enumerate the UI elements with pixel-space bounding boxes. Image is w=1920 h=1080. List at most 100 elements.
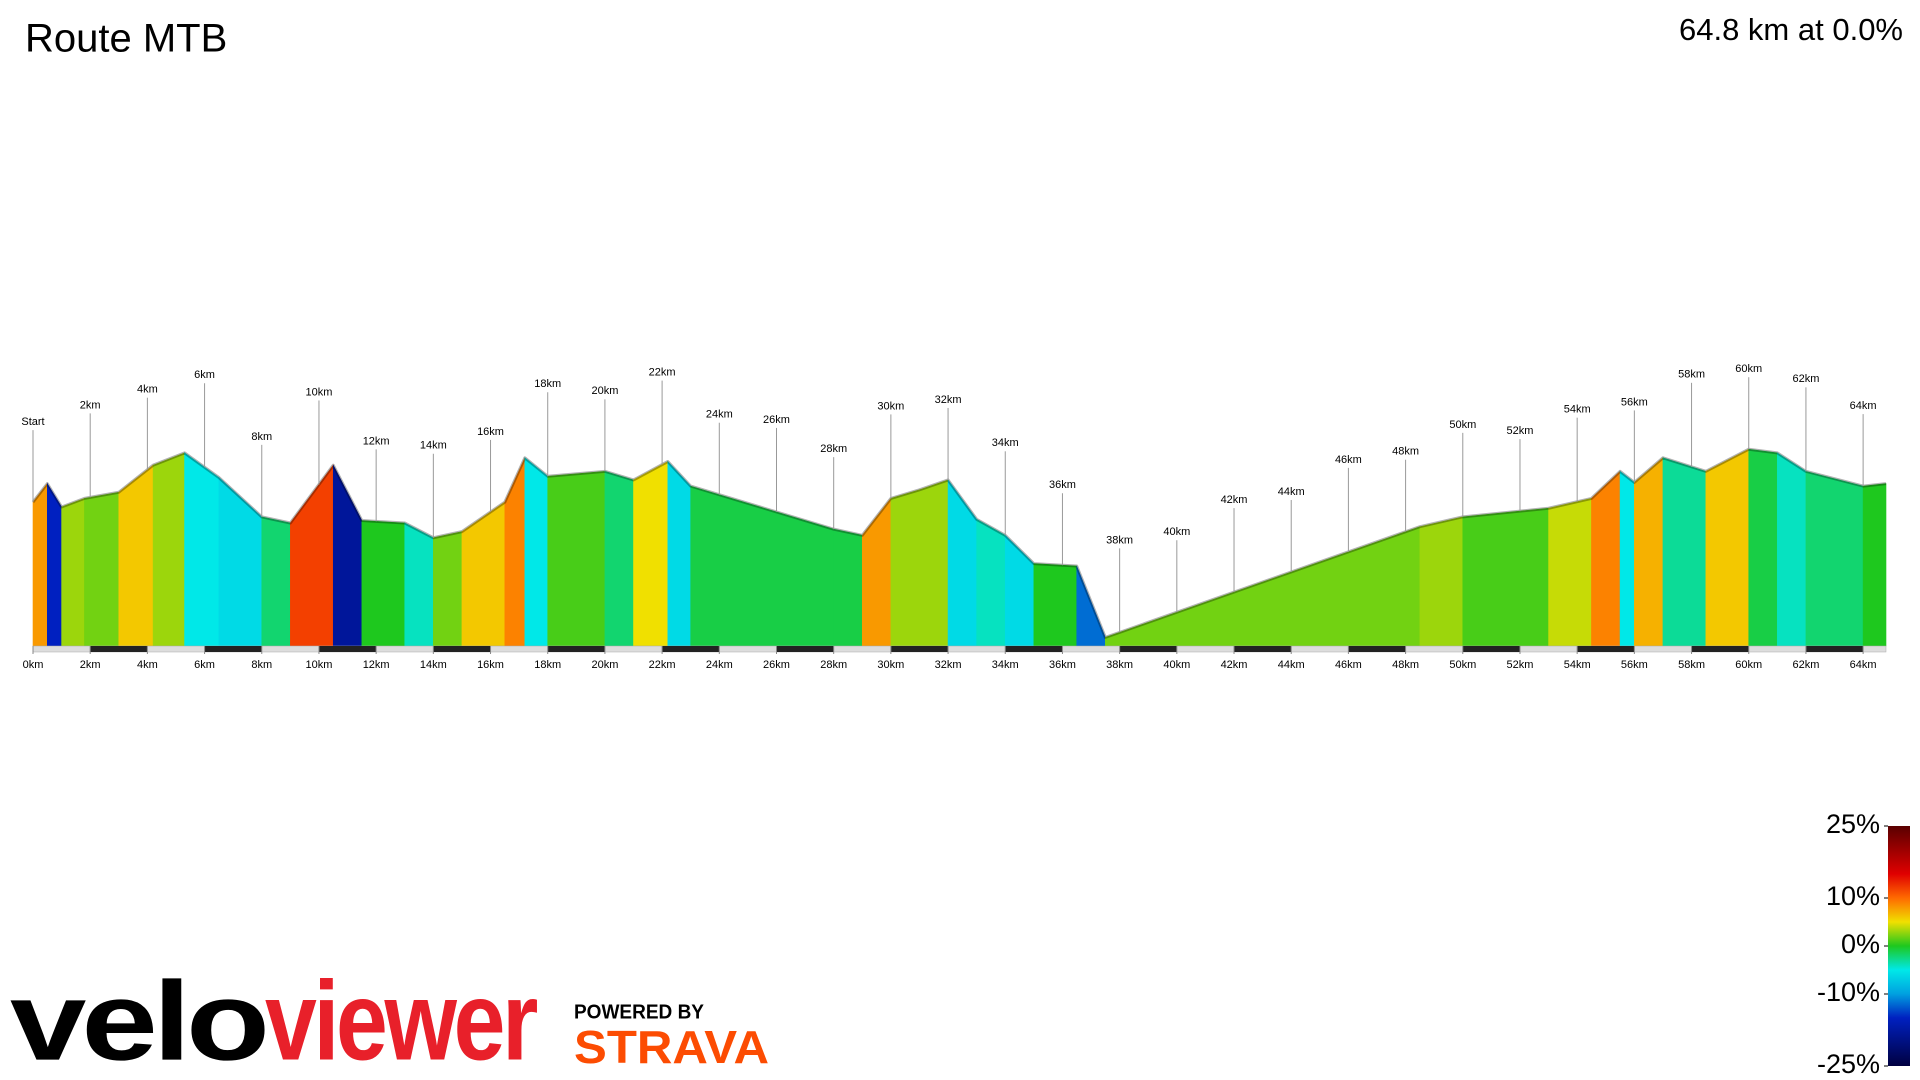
colorbar-tick-label: 10% (1826, 881, 1880, 911)
x-tick-label: 12km (363, 659, 390, 671)
x-tick-label: 20km (591, 659, 618, 671)
marker-label: 60km (1735, 363, 1762, 375)
colorbar-tick-label: -10% (1817, 977, 1880, 1007)
marker-label: 26km (763, 414, 790, 426)
marker-label: 62km (1792, 373, 1819, 385)
distance-band-dark (90, 646, 148, 652)
grade-segment (1862, 483, 1887, 647)
x-tick-label: 62km (1792, 659, 1819, 671)
marker-label: 4km (137, 384, 158, 396)
marker-label: 36km (1049, 479, 1076, 491)
x-tick-label: 50km (1449, 659, 1476, 671)
powered-by: POWERED BY (574, 1001, 705, 1023)
logo-viewer: viewer (265, 959, 537, 1080)
grade-segment (547, 471, 606, 647)
marker-label: 22km (649, 366, 676, 378)
x-tick-label: 52km (1507, 659, 1534, 671)
marker-label: 64km (1850, 400, 1877, 412)
distance-band-dark (1005, 646, 1063, 652)
x-tick-label: 16km (477, 659, 504, 671)
marker-label: 38km (1106, 534, 1133, 546)
chart-subtitle: 64.8 km at 0.0% (1679, 12, 1903, 47)
x-tick-label: 58km (1678, 659, 1705, 671)
marker-label: 6km (194, 369, 215, 381)
grade-segment (361, 520, 406, 647)
marker-label: 24km (706, 409, 733, 421)
x-tick-label: 28km (820, 659, 847, 671)
x-tick-label: 0km (23, 659, 44, 671)
x-tick-label: 26km (763, 659, 790, 671)
distance-band-dark (318, 646, 377, 652)
x-tick-label: 30km (877, 659, 904, 671)
marker-label: Start (21, 416, 44, 428)
grade-segment (1634, 457, 1664, 647)
grade-segment (524, 457, 549, 647)
grade-segment (976, 518, 1006, 647)
marker-label: 10km (306, 386, 333, 398)
grade-segment (1619, 470, 1635, 647)
marker-label: 18km (534, 378, 561, 390)
x-tick-label: 14km (420, 659, 447, 671)
marker-label: 8km (251, 431, 272, 443)
grade-segment (1033, 563, 1078, 647)
grade-segment (919, 479, 949, 647)
grade-segment (1548, 498, 1592, 647)
marker-label: 14km (420, 440, 447, 452)
marker-label: 20km (591, 385, 618, 397)
grade-segment (1748, 448, 1778, 647)
colorbar-tick-label: 25% (1826, 809, 1880, 839)
colorbar-tick-label: 0% (1841, 929, 1880, 959)
marker-label: 54km (1564, 404, 1591, 416)
grade-segment (84, 491, 120, 647)
grade-segment (1462, 507, 1549, 647)
grade-segment (604, 470, 634, 647)
x-tick-label: 56km (1621, 659, 1648, 671)
marker-label: 58km (1678, 369, 1705, 381)
marker-label: 56km (1621, 396, 1648, 408)
x-tick-label: 36km (1049, 659, 1076, 671)
marker-label: 2km (80, 399, 101, 411)
grade-segment (1705, 448, 1750, 647)
grade-segment (1805, 470, 1864, 647)
marker-label: 34km (992, 437, 1019, 449)
x-tick-label: 18km (534, 659, 561, 671)
marker-label: 48km (1392, 446, 1419, 458)
grade-segment (504, 457, 526, 647)
x-tick-label: 8km (251, 659, 272, 671)
distance-band-dark (1462, 646, 1520, 652)
grade-segment (667, 460, 692, 647)
grade-segment (1419, 516, 1464, 647)
colorbar (1888, 826, 1910, 1066)
distance-band-dark (1119, 646, 1177, 652)
distance-band-dark (547, 646, 605, 652)
grade-segment (404, 522, 434, 647)
x-tick-label: 40km (1163, 659, 1190, 671)
x-tick-label: 48km (1392, 659, 1419, 671)
grade-segment (1591, 470, 1621, 647)
distance-band-dark (1691, 646, 1749, 652)
distance-band-dark (1234, 646, 1292, 652)
distance-band-dark (204, 646, 262, 652)
marker-label: 52km (1507, 425, 1534, 437)
x-tick-label: 60km (1735, 659, 1762, 671)
distance-band-dark (433, 646, 491, 652)
marker-label: 44km (1278, 486, 1305, 498)
x-tick-label: 54km (1564, 659, 1591, 671)
x-tick-label: 4km (137, 659, 158, 671)
distance-band-dark (1805, 646, 1864, 652)
distance-band-dark (1348, 646, 1406, 652)
grade-segment (184, 452, 220, 647)
distance-band-dark (662, 646, 720, 652)
marker-label: 28km (820, 443, 847, 455)
grade-segment (46, 482, 62, 647)
x-tick-label: 10km (306, 659, 333, 671)
distance-band-dark (1577, 646, 1635, 652)
grade-segment (433, 531, 463, 647)
logo-velo: velo (10, 959, 266, 1080)
x-tick-label: 34km (992, 659, 1019, 671)
grade-segment (1777, 452, 1807, 647)
colorbar-tick-label: -25% (1817, 1049, 1880, 1079)
grade-segment (833, 528, 863, 647)
grade-segment (633, 460, 669, 647)
marker-label: 40km (1163, 526, 1190, 538)
